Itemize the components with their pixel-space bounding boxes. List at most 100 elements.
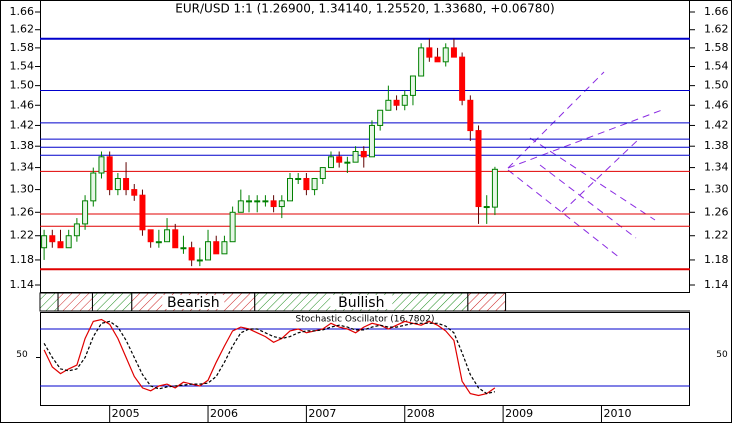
candle-body: [368, 124, 375, 158]
candle-body: [319, 167, 326, 179]
y-tick-label: 1.58: [10, 41, 35, 54]
candle-body: [352, 150, 359, 163]
candle-body: [172, 229, 179, 249]
projection-line: [507, 109, 663, 169]
candle-body: [278, 200, 285, 208]
candle-body: [90, 172, 97, 202]
candle-body: [475, 130, 482, 208]
candle-body: [229, 211, 236, 243]
candle-body: [147, 229, 154, 243]
candle-body: [360, 150, 367, 158]
y-tick-label: 1.34: [704, 161, 729, 174]
candle-body: [327, 156, 334, 169]
trend-region: [467, 292, 507, 312]
candle-body: [377, 109, 384, 126]
candle-body: [426, 47, 433, 58]
candle-body: [221, 241, 228, 255]
y-tick-label: 1.30: [10, 183, 35, 196]
y-tick-label: 1.22: [704, 229, 729, 242]
x-tick-label: 2007: [308, 407, 336, 420]
y-tick-label: 1.50: [10, 79, 35, 92]
candle-body: [393, 99, 400, 106]
y-tick-label: 1.38: [704, 139, 729, 152]
candle-body: [155, 241, 162, 244]
candle-body: [131, 189, 138, 196]
candle-body: [409, 75, 416, 96]
chart-title: EUR/USD 1:1 (1.26900, 1.34140, 1.25520, …: [175, 2, 554, 16]
y-tick-label: 1.22: [10, 229, 35, 242]
candle-body: [123, 177, 130, 191]
candle-body: [196, 259, 203, 262]
candle-body: [139, 194, 146, 231]
candle-body: [311, 177, 318, 191]
candle-body: [483, 206, 490, 209]
trend-region: [57, 292, 93, 312]
stochastic-line: [43, 318, 496, 397]
region-label-bg: [162, 295, 225, 309]
y-tick-label: 1.62: [704, 23, 729, 36]
x-tick-label: 2008: [407, 407, 435, 420]
region-label: Bearish: [167, 295, 220, 311]
x-tick-label: 2010: [603, 407, 631, 420]
x-tick-label: 2009: [505, 407, 533, 420]
projection-line: [529, 137, 656, 221]
candle-body: [246, 200, 253, 203]
x-tick-label: 2006: [210, 407, 238, 420]
candle-body: [450, 47, 457, 58]
region-label: Bullish: [338, 295, 384, 311]
candle-body: [82, 200, 89, 225]
y-tick-label: 1.18: [704, 253, 729, 266]
y-tick-label: 1.18: [10, 253, 35, 266]
y-tick-label: 1.38: [10, 139, 35, 152]
candle-body: [344, 161, 351, 164]
stochastic-frame: [40, 312, 690, 406]
candle-body: [459, 56, 466, 101]
candle-body: [98, 156, 105, 174]
region-label-bg: [330, 295, 393, 309]
candle-body: [270, 200, 277, 208]
y-tick-label: 1.50: [704, 79, 729, 92]
candle-body: [164, 229, 171, 243]
x-tick-label: 2005: [112, 407, 140, 420]
candle-body: [336, 156, 343, 163]
candle-body: [254, 200, 261, 203]
y-tick-label: 1.46: [10, 98, 35, 111]
y-tick-label: 1.54: [704, 60, 729, 73]
y-tick-label: 1.30: [704, 183, 729, 196]
candle-body: [287, 177, 293, 202]
candle-body: [41, 235, 48, 249]
y-tick-label: 1.14: [10, 278, 35, 291]
candle-body: [49, 235, 56, 243]
stochastic-title: Stochastic Oscillator (16.7802): [295, 315, 434, 325]
y-tick-label: 1.58: [704, 41, 729, 54]
candle-body: [65, 235, 72, 249]
candle-body: [434, 56, 441, 63]
candle-body: [237, 200, 244, 213]
candle-body: [467, 99, 474, 132]
candle-body: [57, 241, 64, 249]
candle-body: [442, 47, 449, 63]
candle-body: [262, 200, 269, 203]
candle-body: [73, 223, 80, 237]
y-tick-label: 1.26: [704, 205, 729, 218]
y-tick-label: 1.14: [704, 278, 729, 291]
candle-body: [491, 168, 498, 208]
y-tick-label: 1.42: [704, 118, 729, 131]
candle-body: [213, 241, 220, 255]
y-tick-label: 1.62: [10, 23, 35, 36]
candle-body: [188, 247, 195, 261]
y-tick-label: 1.54: [10, 60, 35, 73]
candle-body: [418, 47, 425, 77]
y-tick-label: 1.26: [10, 205, 35, 218]
candle-body: [295, 177, 302, 180]
trend-region: [91, 292, 133, 312]
candle-body: [205, 241, 212, 261]
candle-body: [106, 156, 113, 191]
candle-body: [180, 247, 187, 250]
y-tick-label: 1.34: [10, 161, 35, 174]
y-tick-label: 50: [716, 350, 728, 360]
y-tick-label: 1.42: [10, 118, 35, 131]
candle-body: [401, 94, 408, 106]
